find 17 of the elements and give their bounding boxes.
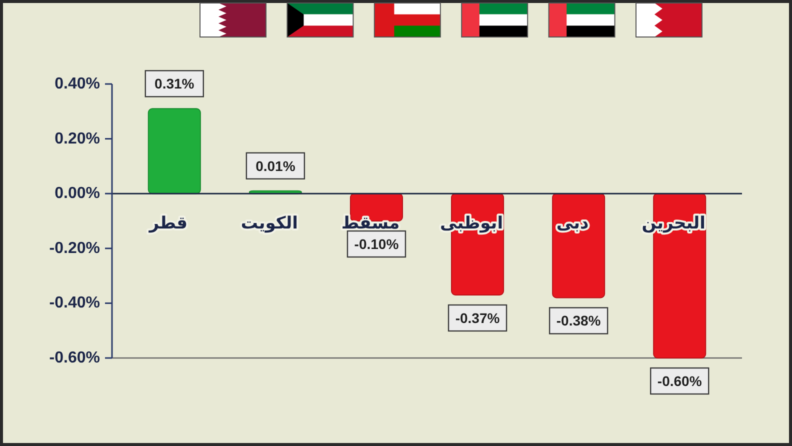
data-label: 0.01% (256, 158, 296, 174)
data-label: 0.31% (154, 76, 195, 92)
x-tick-label: دبى (556, 214, 589, 234)
y-tick-label: 0.00% (54, 185, 100, 202)
y-tick-label: -0.20% (49, 240, 100, 257)
y-tick-label: 0.40% (54, 76, 100, 92)
data-label: -0.10% (354, 236, 400, 252)
x-tick-label: قطر (148, 214, 188, 234)
data-label: -0.38% (556, 312, 602, 329)
y-tick-label: -0.40% (49, 294, 100, 312)
bar (148, 108, 201, 194)
y-tick-label: -0.60% (49, 350, 100, 366)
data-label: -0.37% (455, 310, 500, 326)
x-tick-label: الكويت (240, 214, 298, 234)
bar (552, 193, 606, 298)
data-label: -0.60% (657, 373, 702, 389)
y-tick-label: 0.20% (54, 130, 100, 148)
